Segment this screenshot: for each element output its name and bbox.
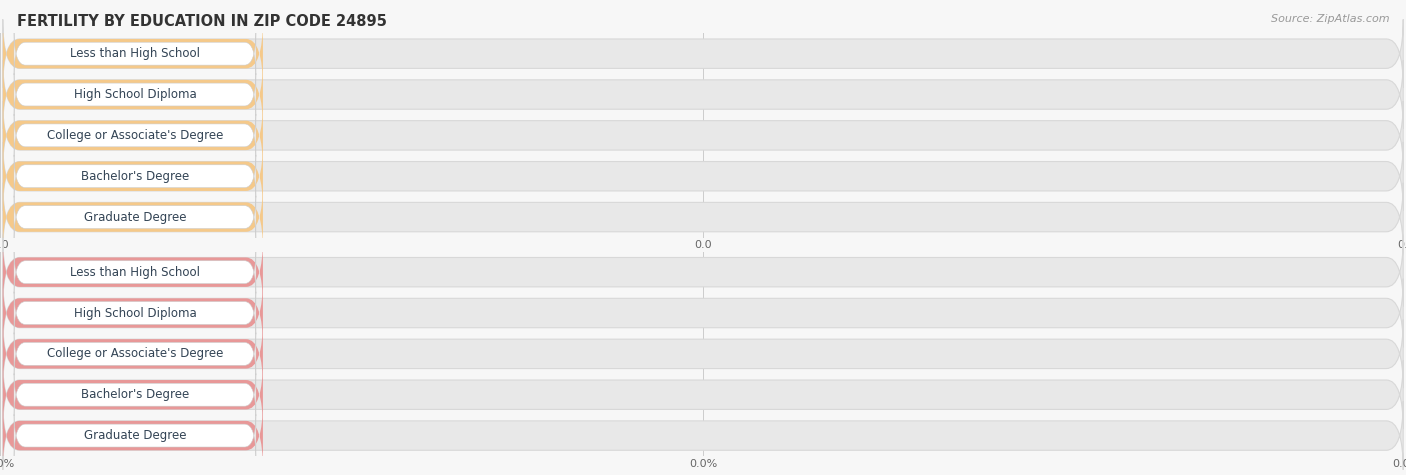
Text: College or Associate's Degree: College or Associate's Degree: [46, 129, 224, 142]
Text: Source: ZipAtlas.com: Source: ZipAtlas.com: [1271, 14, 1389, 24]
FancyBboxPatch shape: [3, 183, 1403, 251]
FancyBboxPatch shape: [14, 114, 256, 157]
FancyBboxPatch shape: [3, 142, 1403, 210]
FancyBboxPatch shape: [14, 32, 256, 75]
FancyBboxPatch shape: [3, 361, 1403, 429]
FancyBboxPatch shape: [3, 60, 1403, 129]
FancyBboxPatch shape: [14, 373, 256, 416]
Text: Less than High School: Less than High School: [70, 266, 200, 279]
FancyBboxPatch shape: [3, 142, 263, 210]
Text: FERTILITY BY EDUCATION IN ZIP CODE 24895: FERTILITY BY EDUCATION IN ZIP CODE 24895: [17, 14, 387, 29]
Text: 0.0%: 0.0%: [222, 349, 252, 359]
FancyBboxPatch shape: [3, 320, 1403, 388]
Text: Bachelor's Degree: Bachelor's Degree: [82, 170, 188, 183]
FancyBboxPatch shape: [3, 101, 1403, 170]
FancyBboxPatch shape: [3, 183, 263, 251]
FancyBboxPatch shape: [14, 155, 256, 198]
Text: 0.0%: 0.0%: [222, 430, 252, 441]
FancyBboxPatch shape: [14, 73, 256, 116]
Text: 0.0: 0.0: [233, 171, 252, 181]
FancyBboxPatch shape: [3, 401, 1403, 470]
FancyBboxPatch shape: [3, 60, 263, 129]
Text: 0.0: 0.0: [233, 89, 252, 100]
Text: 0.0: 0.0: [233, 130, 252, 141]
Text: Bachelor's Degree: Bachelor's Degree: [82, 388, 188, 401]
FancyBboxPatch shape: [14, 414, 256, 457]
FancyBboxPatch shape: [14, 332, 256, 375]
FancyBboxPatch shape: [3, 279, 263, 347]
Text: 0.0: 0.0: [233, 48, 252, 59]
Text: 0.0%: 0.0%: [222, 308, 252, 318]
FancyBboxPatch shape: [3, 19, 1403, 88]
Text: Graduate Degree: Graduate Degree: [84, 429, 186, 442]
Text: High School Diploma: High School Diploma: [73, 88, 197, 101]
FancyBboxPatch shape: [3, 401, 263, 470]
Text: High School Diploma: High School Diploma: [73, 306, 197, 320]
Text: 0.0: 0.0: [233, 212, 252, 222]
FancyBboxPatch shape: [14, 251, 256, 294]
Text: 0.0%: 0.0%: [222, 390, 252, 400]
Text: Graduate Degree: Graduate Degree: [84, 210, 186, 224]
FancyBboxPatch shape: [3, 238, 263, 306]
Text: 0.0%: 0.0%: [222, 267, 252, 277]
FancyBboxPatch shape: [3, 320, 263, 388]
FancyBboxPatch shape: [3, 101, 263, 170]
FancyBboxPatch shape: [3, 19, 263, 88]
Text: Less than High School: Less than High School: [70, 47, 200, 60]
FancyBboxPatch shape: [3, 279, 1403, 347]
Text: College or Associate's Degree: College or Associate's Degree: [46, 347, 224, 361]
FancyBboxPatch shape: [3, 361, 263, 429]
FancyBboxPatch shape: [3, 238, 1403, 306]
FancyBboxPatch shape: [14, 292, 256, 334]
FancyBboxPatch shape: [14, 196, 256, 238]
